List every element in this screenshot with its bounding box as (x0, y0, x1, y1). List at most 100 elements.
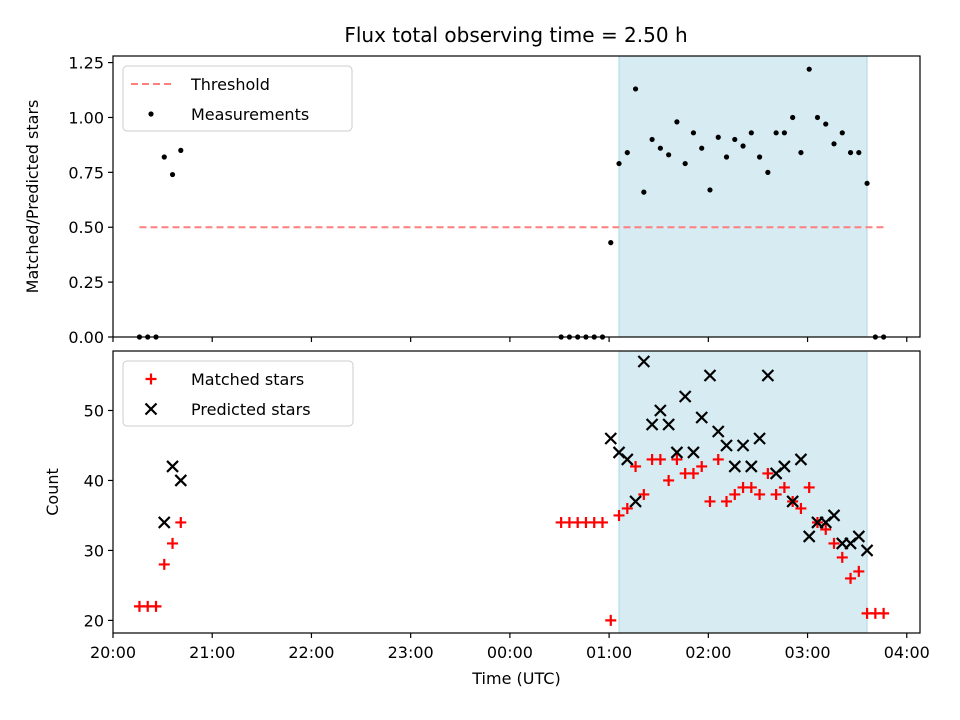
predicted-stars-point (736, 439, 750, 452)
matched-stars-point (167, 537, 179, 549)
legend-marker-predicted (144, 402, 158, 416)
predicted-stars-point (645, 418, 659, 431)
matched-stars-point (770, 488, 782, 500)
measurement-point (161, 154, 167, 160)
measurement-point (682, 160, 688, 167)
measurement-point (798, 149, 804, 156)
y-tick-label: 0.50 (68, 218, 104, 237)
measurement-point (666, 152, 672, 158)
matched-stars-point (778, 481, 790, 493)
measurement-point (847, 149, 854, 156)
measurement-point (732, 136, 738, 143)
predicted-stars-point (778, 460, 791, 473)
matched-stars-point (158, 558, 170, 570)
measurement-point (624, 149, 630, 156)
measurement-point (823, 121, 829, 127)
legend: Matched stars Predicted stars (122, 360, 354, 427)
predicted-stars-point (629, 495, 642, 508)
predicted-stars-point (786, 495, 799, 508)
matched-stars-point (878, 607, 890, 619)
predicted-stars-point (761, 369, 775, 382)
chart-title: Flux total observing time = 2.50 h (344, 23, 687, 47)
matched-stars-point (845, 572, 857, 584)
y-tick-label: 0.25 (68, 273, 104, 292)
matched-stars-point (687, 467, 699, 479)
measurement-point (608, 240, 614, 246)
matched-stars-point (745, 481, 757, 493)
measurement-point (790, 114, 796, 121)
predicted-stars-point (166, 460, 179, 473)
legend-label: Predicted stars (191, 400, 311, 419)
matched-stars-point (704, 495, 716, 507)
legend-marker-matched (145, 373, 157, 385)
matched-stars-point (638, 488, 650, 500)
measurement-point (839, 130, 845, 136)
matched-stars-point (663, 474, 675, 486)
x-tick-label: 22:00 (288, 643, 334, 662)
matched-stars-point (654, 453, 666, 465)
y-axis-label: Count (43, 468, 62, 516)
measurement-point (814, 114, 821, 121)
measurement-point (740, 143, 746, 149)
legend-marker-measurements (148, 111, 154, 117)
measurement-point (169, 171, 176, 178)
measurement-point (657, 145, 663, 151)
y-tick-label: 50 (84, 401, 104, 420)
measurement-point (699, 145, 705, 151)
measurement-point (773, 130, 779, 136)
y-tick-label: 0.00 (68, 328, 104, 347)
predicted-stars-point (604, 432, 618, 445)
x-axis-label: Time (UTC) (471, 669, 560, 688)
matched-stars-point (613, 509, 625, 521)
matched-stars-point (836, 551, 848, 563)
axes-frame (112, 55, 921, 338)
x-tick-label: 01:00 (586, 643, 632, 662)
matched-stars-point (150, 600, 162, 612)
legend-label: Matched stars (191, 370, 304, 389)
measurement-point (831, 141, 837, 147)
predicted-stars-point (860, 544, 874, 557)
predicted-stars-point (695, 411, 708, 424)
legend: Threshold Measurements (122, 65, 353, 132)
predicted-stars-point (687, 446, 700, 459)
y-tick-label: 20 (84, 611, 104, 630)
matched-stars-point (803, 481, 815, 493)
series-matched-stars (133, 453, 890, 626)
x-tick-label: 23:00 (388, 643, 434, 662)
measurement-point (806, 66, 812, 72)
predicted-stars-point (621, 453, 634, 466)
y-tick-label: 1.25 (68, 54, 104, 73)
measurement-point (690, 130, 697, 136)
x-tick-label: 02:00 (685, 643, 731, 662)
matched-stars-point (712, 453, 724, 465)
measurement-point (723, 154, 730, 160)
predicted-stars-point (670, 446, 684, 459)
measurement-point (632, 86, 639, 92)
measurement-point (641, 189, 647, 195)
predicted-stars-point (728, 460, 742, 473)
matched-stars-point (596, 516, 608, 528)
measurement-point (864, 180, 870, 186)
matched-stars-point (729, 488, 741, 500)
matched-stars-point (828, 537, 840, 549)
matched-stars-point (605, 614, 617, 626)
predicted-stars-point (678, 390, 692, 403)
predicted-stars-point (753, 432, 766, 445)
measurement-point (674, 119, 680, 125)
predicted-stars-point (794, 453, 808, 466)
matched-stars-point (630, 460, 642, 472)
axes-frame (112, 350, 921, 634)
predicted-stars-point (720, 439, 733, 452)
y-tick-label: 40 (84, 471, 104, 490)
y-axis-label: Matched/Predicted stars (23, 100, 42, 294)
measurement-point (748, 130, 754, 136)
y-tick-label: 1.00 (68, 108, 104, 127)
y-tick-label: 0.75 (68, 163, 104, 182)
predicted-stars-point (637, 355, 651, 368)
measurement-point (707, 187, 713, 193)
matched-stars-point (754, 488, 766, 500)
predicted-stars-point (174, 474, 188, 487)
measurement-point (756, 154, 763, 160)
predicted-stars-point (654, 404, 667, 417)
